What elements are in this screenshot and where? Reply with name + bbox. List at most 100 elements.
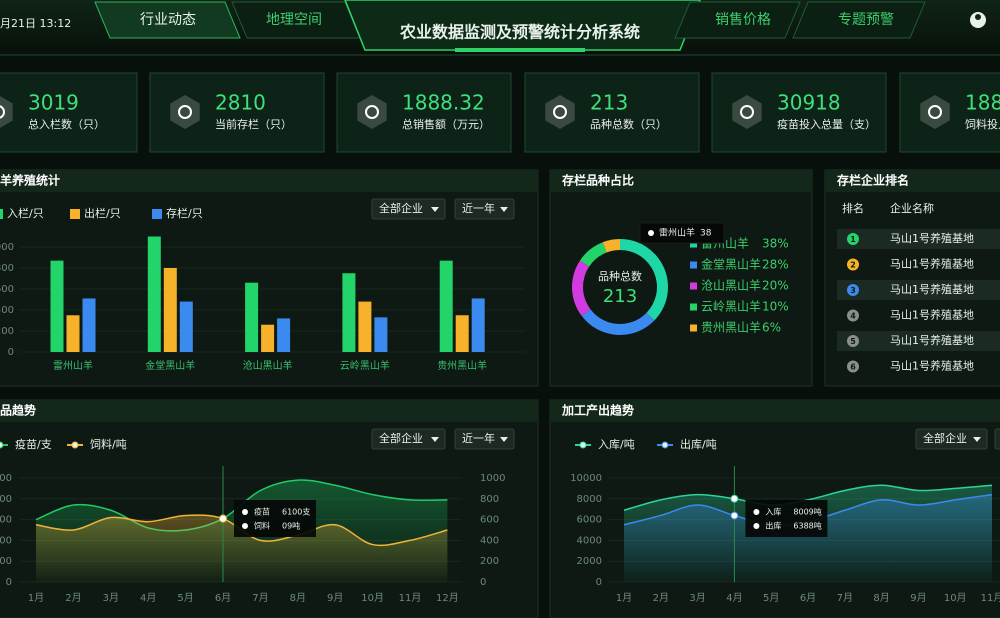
tooltip-label: 雷州山羊 (659, 227, 695, 239)
y-tick-label: 200 (0, 326, 14, 337)
x-tick-label: 3月 (689, 592, 705, 604)
kpi-card (899, 72, 1000, 153)
kpi-icon-glyph (178, 105, 192, 119)
nav-tab[interactable]: 行业动态 (140, 12, 196, 28)
user-icon-head (975, 14, 981, 20)
bar (179, 301, 193, 352)
legend-dot (579, 441, 587, 449)
y2-tick-label: 200 (480, 556, 499, 567)
donut-segment (579, 242, 607, 267)
x-tick-label: 8月 (873, 592, 889, 604)
dropdown-label: 全部企业 (923, 431, 967, 445)
x-tick-label: 6月 (215, 592, 231, 604)
x-tick-label: 7月 (837, 592, 853, 604)
y-tick-label: 8000 (0, 494, 12, 505)
y2-tick-label: 0 (480, 577, 486, 588)
dropdown-arrow (500, 207, 508, 212)
x-tick-label: 11月 (399, 592, 422, 604)
dropdown[interactable] (371, 198, 446, 220)
y-tick-label: 0 (6, 577, 12, 588)
tooltip-dot (648, 230, 654, 236)
kpi-label: 饲料投入 (965, 117, 1000, 131)
point (219, 514, 227, 523)
x-tick-label: 沧山黑山羊 (243, 359, 293, 372)
donut-segment (572, 260, 591, 316)
tab-active-frame (94, 1, 241, 39)
center-label: 品种总数 (598, 269, 642, 283)
legend-label: 沧山黑山羊 (701, 278, 761, 293)
row-bg (837, 280, 1000, 300)
x-tick-label: 7月 (252, 592, 268, 604)
legend-label: 疫苗/支 (15, 437, 52, 451)
kpi-label: 品种总数（只） (590, 117, 667, 131)
nav-tab[interactable]: 销售价格 (715, 12, 771, 28)
x-tick-label: 10月 (361, 592, 384, 604)
y-tick-label: 800 (0, 263, 14, 274)
kpi-value: 30918 (777, 91, 841, 115)
rank: 4 (850, 312, 856, 321)
value-label: 28% (762, 258, 789, 272)
dropdown[interactable] (371, 428, 446, 450)
x-tick-label: 9月 (327, 592, 343, 604)
x-tick-label: 1月 (616, 592, 632, 604)
tooltip-label: 入库 (765, 507, 781, 517)
datetime: 月21日 13:12 (0, 17, 71, 30)
kpi-value: 2810 (215, 91, 266, 115)
x-tick-label: 金堂黑山羊 (145, 359, 195, 372)
tooltip-dot (242, 509, 248, 515)
y-tick-label: 1000 (0, 242, 14, 253)
dropdown[interactable] (454, 428, 515, 450)
point (730, 494, 739, 503)
value-label: 10% (762, 300, 789, 314)
panel-title: 存栏企业排名 (836, 173, 909, 188)
point (730, 511, 739, 520)
area (624, 494, 992, 582)
kpi-icon-glyph (553, 105, 567, 119)
y-tick-label: 10000 (570, 473, 602, 484)
legend-dot (0, 441, 4, 449)
bar (261, 324, 275, 352)
tooltip-value: 6388吨 (793, 521, 821, 531)
bar (455, 315, 469, 352)
tab-frame (792, 1, 926, 39)
tooltip-value: 38 (700, 229, 712, 239)
dropdown[interactable] (915, 428, 988, 450)
kpi-icon-glyph (365, 105, 379, 119)
rank-badge (847, 284, 859, 296)
tooltip-label: 饲料 (254, 521, 270, 531)
x-tick-label: 12月 (436, 592, 459, 604)
legend-label: 入库/吨 (598, 438, 635, 451)
bar (82, 298, 96, 352)
bar (374, 317, 388, 352)
bar (163, 268, 177, 352)
value-label: 38% (762, 237, 789, 251)
panel-title-bar (0, 170, 538, 192)
panel-title-bar (550, 400, 1000, 422)
column-header: 企业名称 (890, 201, 934, 215)
legend-dot (661, 441, 669, 449)
tooltip (639, 222, 725, 244)
bar (358, 301, 372, 352)
tooltip-dot (242, 523, 248, 529)
x-tick-label: 2月 (653, 592, 669, 604)
kpi-label: 总入栏数（只） (28, 117, 105, 131)
rank-badge (847, 233, 859, 245)
legend-label: 出库/吨 (680, 437, 717, 451)
bar (277, 318, 291, 352)
kpi-value: 213 (590, 91, 628, 115)
nav-tab[interactable]: 专题预警 (838, 12, 894, 28)
panel-title: 品趋势 (0, 403, 36, 418)
x-tick-label: 10月 (944, 592, 967, 604)
x-tick-label: 1月 (28, 592, 44, 604)
x-tick-label: 贵州黑山羊 (437, 359, 487, 372)
donut-segment (581, 309, 655, 335)
button[interactable] (994, 428, 1000, 450)
dropdown-arrow (973, 437, 981, 442)
dropdown[interactable] (454, 198, 515, 220)
donut-segment (602, 239, 620, 253)
kpi-icon (920, 95, 950, 129)
company-name: 马山1号养殖基地 (890, 257, 974, 271)
nav-tab[interactable]: 地理空间 (266, 12, 322, 28)
rank: 3 (850, 286, 856, 295)
y-tick-label: 2000 (0, 556, 12, 567)
